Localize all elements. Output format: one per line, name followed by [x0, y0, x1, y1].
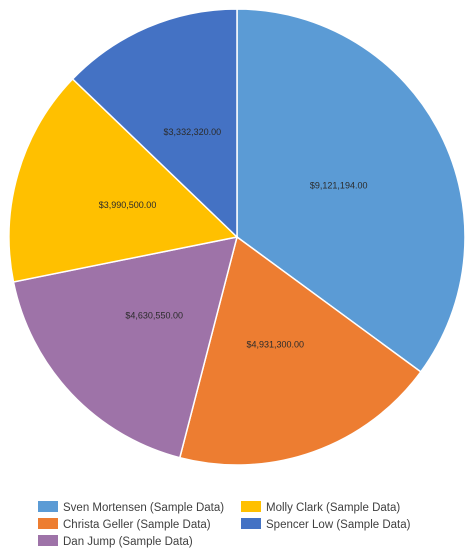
legend-swatch-spencer-low	[241, 518, 261, 529]
legend-swatch-dan-jump	[38, 535, 58, 546]
data-label-sven-mortensen: $9,121,194.00	[310, 180, 368, 190]
legend-swatch-sven-mortensen	[38, 501, 58, 512]
pie-slices	[8, 8, 466, 466]
legend-label-christa-geller[interactable]: Christa Geller (Sample Data)	[63, 519, 211, 531]
data-label-molly-clark: $3,990,500.00	[99, 200, 157, 210]
legend-label-spencer-low[interactable]: Spencer Low (Sample Data)	[266, 519, 411, 531]
data-label-christa-geller: $4,931,300.00	[246, 339, 304, 349]
pie-slice-dan-jump[interactable]	[12, 236, 239, 459]
pie-data-labels: $9,121,194.00 $4,931,300.00 $4,630,550.00 $…	[99, 127, 368, 349]
legend-swatch-molly-clark	[241, 501, 261, 512]
pie-slice-christa-geller[interactable]	[178, 235, 422, 466]
legend-label-sven-mortensen[interactable]: Sven Mortensen (Sample Data)	[63, 502, 224, 514]
legend: Sven Mortensen (Sample Data) Molly Clark …	[38, 501, 411, 548]
legend-label-dan-jump[interactable]: Dan Jump (Sample Data)	[63, 536, 193, 548]
legend-label-molly-clark[interactable]: Molly Clark (Sample Data)	[266, 502, 400, 514]
data-label-spencer-low: $3,332,320.00	[164, 127, 222, 137]
legend-swatch-christa-geller	[38, 518, 58, 529]
pie-slice-spencer-low[interactable]	[71, 8, 238, 239]
pie-slice-sven-mortensen[interactable]	[236, 8, 466, 373]
pie-slice-molly-clark[interactable]	[8, 77, 239, 283]
data-label-dan-jump: $4,630,550.00	[125, 310, 183, 320]
